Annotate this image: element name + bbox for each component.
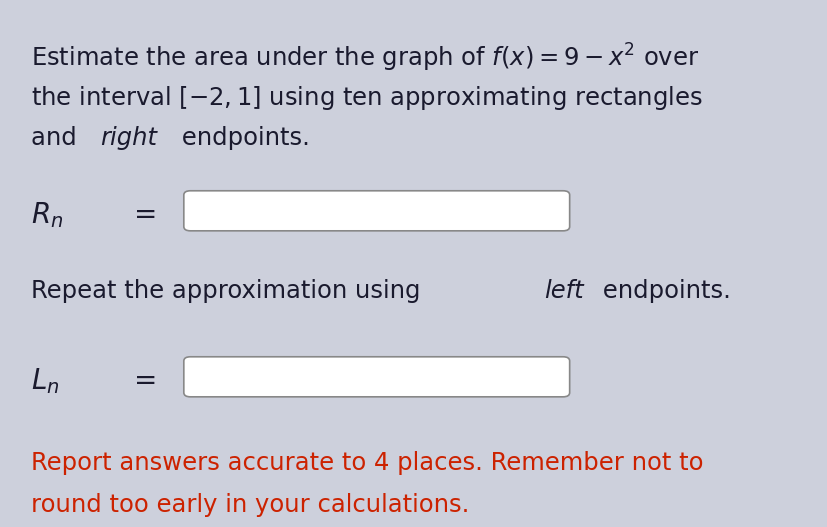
Text: $=$: $=$ bbox=[128, 200, 156, 227]
Text: endpoints.: endpoints. bbox=[595, 279, 730, 304]
Text: round too early in your calculations.: round too early in your calculations. bbox=[31, 493, 469, 517]
Text: and: and bbox=[31, 126, 85, 151]
Text: the interval $[ - 2, 1]$ using ten approximating rectangles: the interval $[ - 2, 1]$ using ten appro… bbox=[31, 84, 702, 112]
Text: Estimate the area under the graph of $f(x) = 9 - x^2$ over: Estimate the area under the graph of $f(… bbox=[31, 42, 699, 74]
Text: $=$: $=$ bbox=[128, 366, 156, 393]
Text: right: right bbox=[100, 126, 157, 151]
FancyBboxPatch shape bbox=[184, 191, 569, 231]
Text: $R_n$: $R_n$ bbox=[31, 200, 64, 230]
Text: Report answers accurate to 4 places. Remember not to: Report answers accurate to 4 places. Rem… bbox=[31, 451, 703, 475]
Text: Repeat the approximation using: Repeat the approximation using bbox=[31, 279, 428, 304]
Text: left: left bbox=[543, 279, 583, 304]
Text: $L_n$: $L_n$ bbox=[31, 366, 60, 396]
Text: endpoints.: endpoints. bbox=[174, 126, 309, 151]
FancyBboxPatch shape bbox=[184, 357, 569, 397]
